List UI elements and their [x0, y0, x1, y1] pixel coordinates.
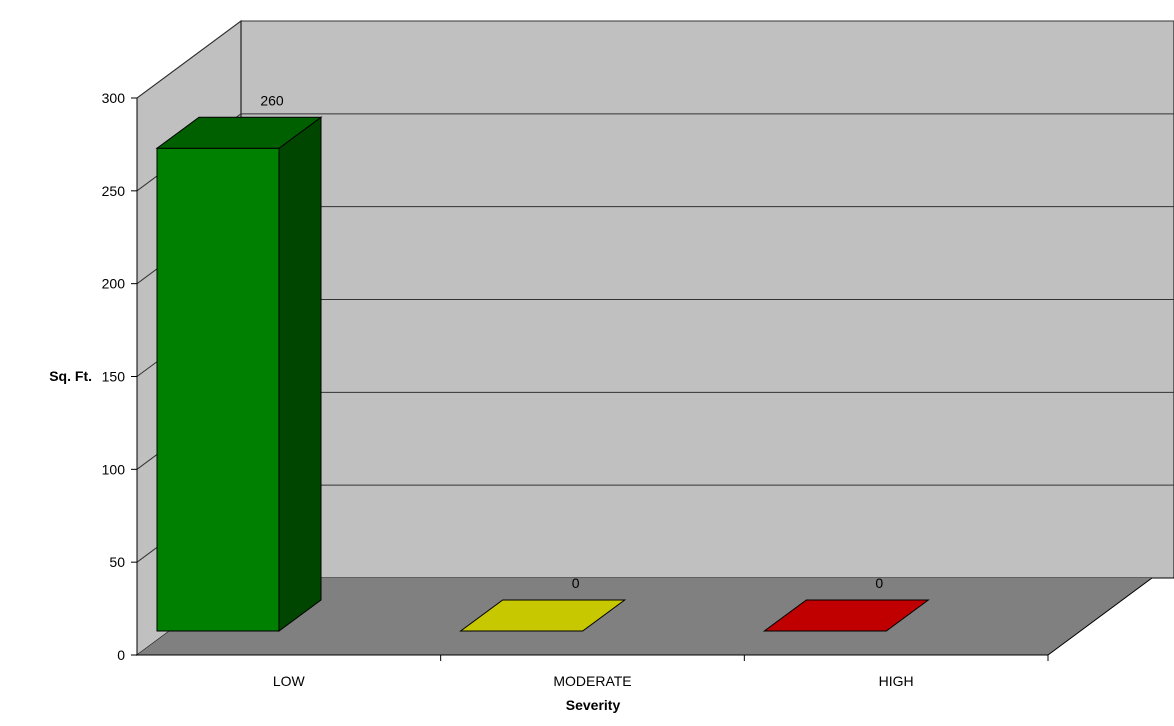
y-tick-label: 250 — [102, 183, 126, 199]
y-tick-label: 300 — [102, 90, 126, 106]
bar — [459, 599, 627, 632]
y-tick-label: 50 — [109, 554, 125, 570]
data-label: 260 — [260, 92, 284, 108]
y-tick-label: 0 — [117, 647, 125, 663]
y-tick-label: 150 — [102, 369, 126, 385]
x-tick-label: LOW — [273, 673, 306, 689]
y-tick-label: 100 — [102, 461, 126, 477]
y-tick-label: 200 — [102, 276, 126, 292]
bar-side — [278, 116, 322, 632]
data-label: 0 — [875, 575, 883, 591]
labels: 0 50 100 150 200 250 300 260 LOW 0 MODERATE 0 HIGH — [102, 90, 914, 689]
x-tick-label: MODERATE — [553, 673, 631, 689]
floor-edge — [1047, 577, 1153, 656]
floor — [137, 578, 1152, 655]
bars — [155, 116, 930, 632]
y-axis-title: Sq. Ft. — [49, 368, 92, 384]
bar-top — [155, 116, 323, 149]
bar — [762, 599, 930, 632]
gridline-side — [136, 20, 242, 99]
bar — [156, 147, 280, 632]
axes — [131, 97, 1049, 661]
x-tick-label: HIGH — [879, 673, 914, 689]
data-label: 0 — [572, 575, 580, 591]
x-axis-title: Severity — [566, 697, 621, 713]
